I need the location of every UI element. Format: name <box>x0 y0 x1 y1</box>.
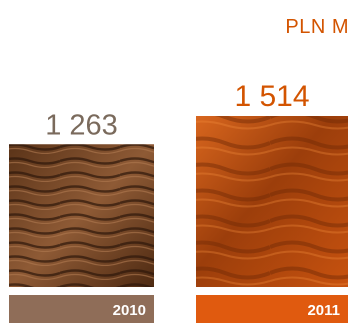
category-label-2010: 2010 <box>113 302 146 319</box>
category-band-2010 <box>9 295 154 323</box>
category-label-2011: 2011 <box>307 302 340 319</box>
bar-2010-waves <box>9 144 154 287</box>
value-label-2010: 1 263 <box>45 109 118 141</box>
category-band-2011 <box>196 295 348 323</box>
value-label-2011: 1 514 <box>234 80 309 113</box>
unit-label: PLN M <box>285 16 349 38</box>
bar-2011-waves <box>196 116 348 287</box>
